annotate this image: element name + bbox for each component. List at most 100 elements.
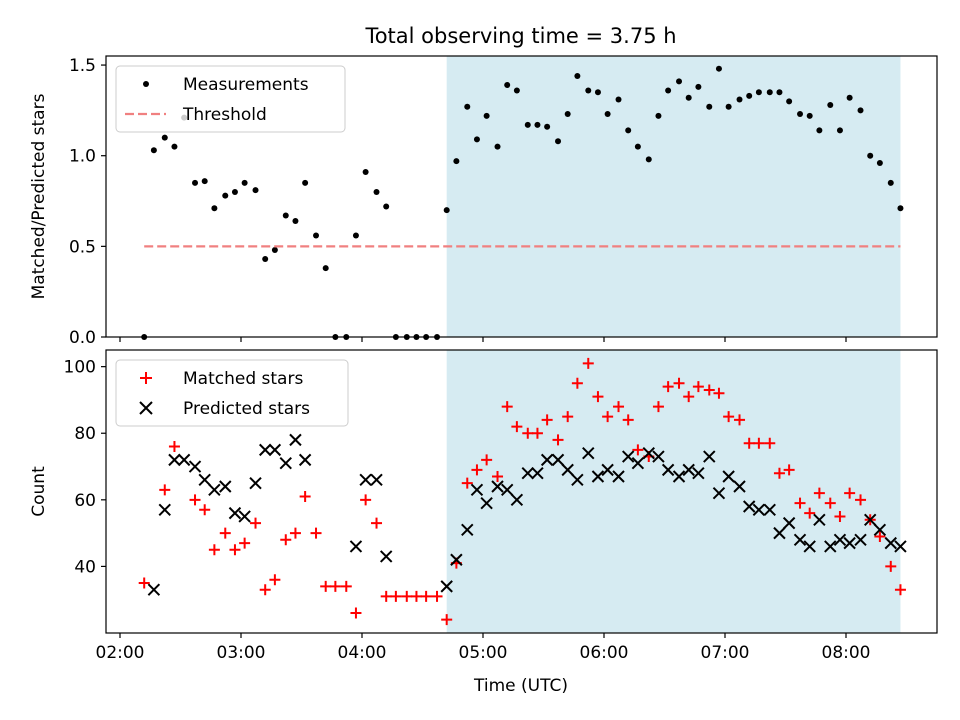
- predicted-stars-point: [298, 453, 312, 467]
- measurements-point: [736, 96, 743, 103]
- measurements-point: [876, 159, 883, 166]
- predicted-stars-point: [803, 540, 816, 553]
- x-tick-label: 07:00: [701, 643, 750, 663]
- matched-stars-point: [229, 544, 241, 556]
- matched-stars-point: [764, 437, 776, 449]
- predicted-stars-point: [268, 443, 282, 457]
- measurements-point: [352, 232, 359, 239]
- measurements-point: [211, 205, 218, 212]
- matched-stars-point: [855, 494, 867, 506]
- matched-stars-point: [410, 590, 422, 602]
- predicted-stars-point: [249, 476, 262, 490]
- measurements-point: [322, 265, 329, 272]
- matched-stars-point: [541, 414, 553, 426]
- measurements-point: [150, 147, 157, 154]
- predicted-stars-point: [773, 526, 786, 540]
- predicted-stars-point: [561, 463, 574, 477]
- x-tick-label: 08:00: [822, 643, 871, 663]
- measurements-point: [887, 179, 894, 186]
- x-tick-label: 02:00: [96, 643, 145, 663]
- measurements-point: [271, 246, 278, 253]
- matched-stars-point: [492, 471, 504, 483]
- predicted-stars-point: [540, 453, 554, 467]
- measurements-point: [806, 112, 813, 119]
- matched-stars-point: [783, 464, 795, 476]
- measurements-point: [706, 103, 713, 110]
- measurements-point: [715, 65, 722, 72]
- measurements-point: [634, 143, 641, 150]
- predicted-stars-point: [359, 473, 372, 487]
- measurements-point: [585, 87, 592, 94]
- matched-stars-point: [683, 391, 695, 403]
- observing-window-band: [446, 350, 901, 633]
- matched-stars-point: [531, 427, 543, 439]
- measurements-point: [241, 179, 248, 186]
- matched-stars-point: [299, 490, 311, 502]
- axes-frame: [105, 349, 938, 634]
- matched-stars-point: [371, 517, 383, 529]
- predicted-stars-point: [289, 433, 302, 447]
- predicted-stars-point: [722, 470, 735, 483]
- matched-stars-point: [592, 391, 604, 403]
- measurements-point: [746, 92, 753, 99]
- measurements-point: [302, 179, 309, 186]
- measurements-point: [604, 111, 611, 118]
- measurements-point: [383, 203, 390, 210]
- measurements-point: [201, 178, 208, 185]
- matched-stars-point: [602, 411, 614, 423]
- measurements-point: [544, 123, 551, 130]
- measurements-point: [292, 217, 299, 224]
- matched-stars-point: [360, 494, 372, 506]
- measurements-point: [846, 94, 853, 101]
- y-tick-label: 80: [74, 424, 96, 444]
- measurements-point: [504, 82, 511, 89]
- matched-stars-point: [420, 590, 432, 602]
- matched-stars-point: [894, 584, 906, 596]
- predicted-stars-point: [793, 533, 807, 546]
- matched-stars-point: [844, 487, 856, 499]
- legend-swatch-x: [139, 401, 153, 415]
- matched-stars-point: [280, 534, 292, 546]
- predicted-stars-point: [894, 540, 907, 553]
- predicted-stars-point: [601, 463, 614, 477]
- predicted-stars-point: [198, 473, 211, 487]
- matched-stars-point: [552, 434, 564, 446]
- measurements-point: [827, 101, 834, 108]
- measurements-point: [222, 192, 229, 199]
- predicted-stars-point: [491, 480, 504, 493]
- predicted-stars-point: [238, 510, 251, 523]
- axes-frame: [105, 55, 938, 338]
- measurements-point: [252, 187, 259, 194]
- measurements-point: [786, 98, 793, 105]
- legend-label: Measurements: [183, 75, 309, 95]
- matched-stars-point: [773, 467, 785, 479]
- y-axis-label: Matched/Predicted stars: [29, 93, 49, 299]
- measurements-point: [867, 152, 874, 159]
- predicted-stars-point: [682, 463, 695, 477]
- y-tick-label: 1.0: [69, 147, 96, 167]
- x-axis-label: Time (UTC): [473, 676, 568, 696]
- measurements-point: [313, 232, 320, 239]
- chart-title: Total observing time = 3.75 h: [364, 24, 676, 48]
- matched-stars-point: [401, 590, 413, 602]
- matched-stars-point: [652, 401, 664, 413]
- matched-stars-point: [713, 387, 725, 399]
- measurements-point: [897, 205, 904, 212]
- predicted-stars-point: [631, 456, 645, 470]
- measurements-point: [555, 138, 562, 145]
- y-tick-label: 0.0: [69, 328, 96, 348]
- matched-stars-point: [471, 464, 483, 476]
- predicted-stars-point: [349, 540, 363, 553]
- matched-stars-point: [562, 411, 574, 423]
- measurements-point: [534, 121, 541, 128]
- predicted-stars-point: [782, 516, 796, 530]
- measurements-point: [816, 127, 823, 134]
- measurements-point: [645, 156, 652, 163]
- matched-stars-point: [269, 574, 281, 586]
- predicted-stars-point: [661, 463, 675, 477]
- ratio-panel: 0.0 0.5 1.0 1.5 Matched/Predicted stars Measu…: [29, 55, 938, 348]
- measurements-point: [755, 89, 762, 96]
- predicted-stars-point: [551, 453, 565, 467]
- measurements-point: [524, 121, 531, 128]
- matched-stars-point: [582, 357, 594, 369]
